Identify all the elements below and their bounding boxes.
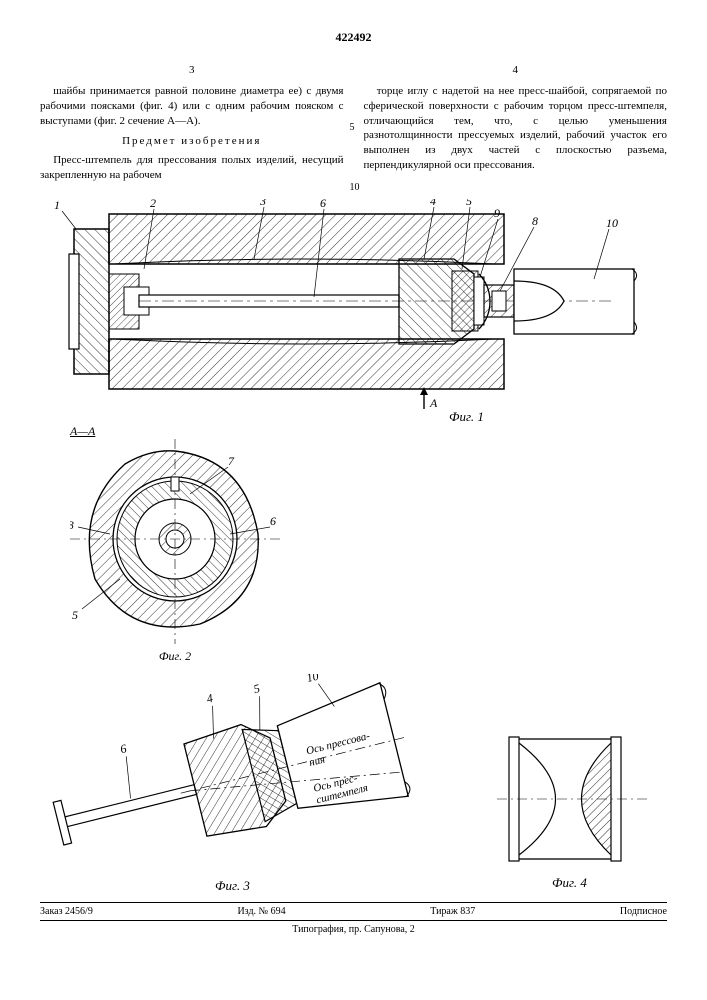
- fig2-label: Фиг. 2: [70, 649, 280, 664]
- callout-1: 1: [54, 199, 60, 212]
- text-columns: 3 шайбы принимается равной половине диам…: [40, 63, 667, 187]
- footer-zakaz: Заказ 2456/9: [40, 906, 93, 917]
- footer-line: Заказ 2456/9 Изд. № 694 Тираж 837 Подпис…: [40, 903, 667, 921]
- fig4-label: Фиг. 4: [552, 875, 587, 890]
- callout-5: 5: [466, 199, 472, 208]
- fig1-label: Фиг. 1: [449, 409, 484, 424]
- line-num-5: 5: [350, 121, 355, 135]
- figure-2: 3 5 6 7: [70, 439, 280, 649]
- f3-callout-4: 4: [205, 691, 214, 706]
- right-p1: торце иглу с надетой на нее пресс-шайбой…: [364, 84, 668, 173]
- col-num-right: 4: [364, 63, 668, 78]
- figures-container: A 1 2 3 6 4 5 9 8 10: [40, 199, 667, 894]
- f2-callout-6: 6: [270, 514, 276, 528]
- patent-number: 422492: [40, 30, 667, 45]
- invention-heading: Предмет изобретения: [40, 134, 344, 149]
- figure-4: Фиг. 4: [497, 729, 647, 894]
- callout-4: 4: [430, 199, 436, 208]
- footer-typography: Типография, пр. Сапунова, 2: [40, 921, 667, 935]
- f3-callout-10: 10: [305, 674, 320, 685]
- page: 422492 3 шайбы принимается равной полови…: [0, 0, 707, 1000]
- section-aa-label: А—А: [70, 424, 280, 439]
- left-p2: Пресс-штемпель для прессования полых изд…: [40, 153, 344, 183]
- f2-callout-3: 3: [70, 518, 74, 532]
- left-p1: шайбы принимается равной половине диамет…: [40, 84, 344, 129]
- footer-tirazh: Тираж 837: [430, 906, 475, 917]
- footer-podpis: Подписное: [620, 906, 667, 917]
- callout-8: 8: [532, 214, 538, 228]
- figure-1: A 1 2 3 6 4 5 9 8 10: [54, 199, 654, 424]
- left-column: 3 шайбы принимается равной половине диам…: [40, 63, 344, 187]
- f3-callout-5: 5: [252, 681, 261, 696]
- callout-3-top: 3: [259, 199, 266, 208]
- col-num-left: 3: [40, 63, 344, 78]
- callout-2: 2: [150, 199, 156, 210]
- figure-3: Ось прессова- ния Ось прес- сштемпеля 6 …: [40, 674, 420, 894]
- callout-10: 10: [606, 216, 618, 230]
- line-num-10: 10: [350, 181, 360, 195]
- callout-9: 9: [494, 206, 500, 220]
- footer-izd: Изд. № 694: [237, 906, 285, 917]
- callout-6: 6: [320, 199, 326, 210]
- right-column: 4 5 10 торце иглу с надетой на нее пресс…: [364, 63, 668, 187]
- f3-callout-6: 6: [119, 741, 128, 756]
- f2-callout-7: 7: [228, 454, 235, 468]
- f2-callout-5: 5: [72, 608, 78, 622]
- section-marker-a: A: [429, 396, 438, 410]
- fig3-label: Фиг. 3: [215, 878, 250, 893]
